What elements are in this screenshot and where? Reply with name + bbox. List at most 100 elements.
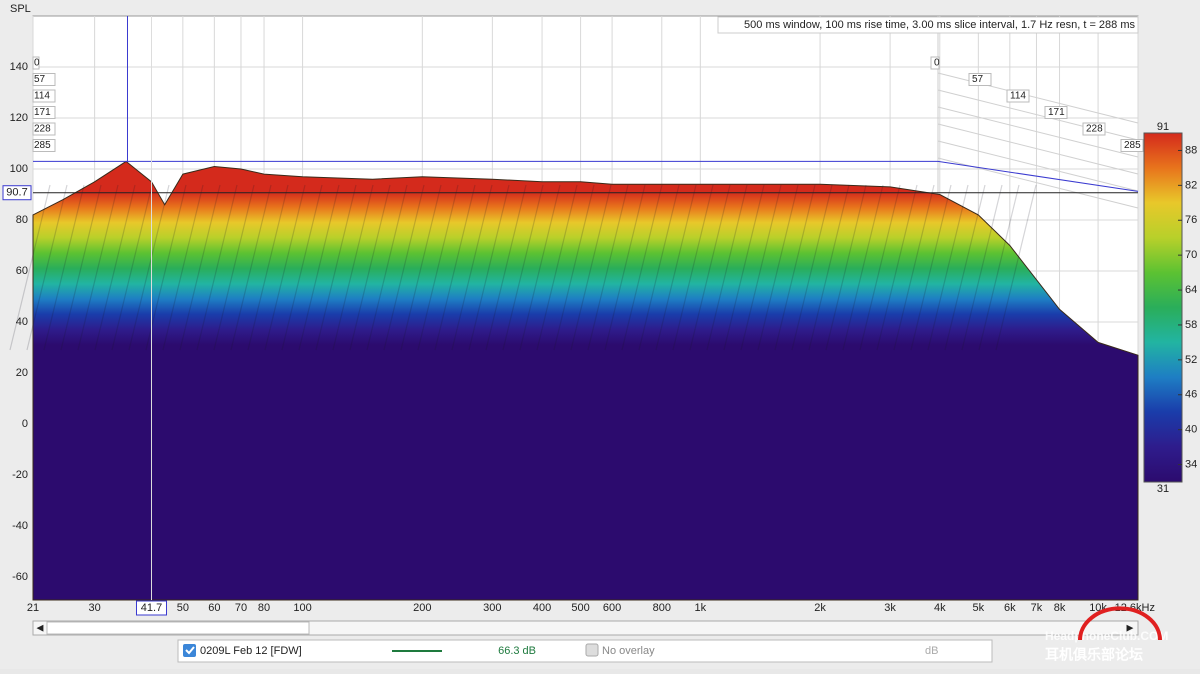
x-tick-label: 8k — [1054, 602, 1066, 614]
ridge-hatch — [349, 184, 391, 351]
x-tick-label: 4k — [934, 602, 946, 614]
scroll-thumb[interactable] — [46, 621, 310, 635]
y-tick-label: 120 — [10, 112, 28, 124]
scroll-right[interactable]: ▶ — [1127, 622, 1134, 632]
watermark-site: HeadphoneClub.COM — [1045, 629, 1168, 643]
y-tick-label: -60 — [12, 571, 28, 583]
x-tick-label: 3k — [884, 602, 896, 614]
x-tick-label: 7k — [1031, 602, 1043, 614]
slice-label: 57 — [34, 74, 46, 85]
slice-label: 0 — [934, 58, 940, 69]
x-tick-label: 6k — [1004, 602, 1016, 614]
x-tick-label: 80 — [258, 602, 270, 614]
scroll-left[interactable]: ◀ — [37, 622, 44, 632]
slice-box — [1006, 89, 1030, 103]
ridge-hatch — [383, 184, 425, 351]
ridge-hatch — [179, 184, 221, 351]
x-tick-label: 5k — [973, 602, 985, 614]
ridge-hatch — [927, 184, 969, 351]
x-tick-label: 300 — [483, 602, 501, 614]
ridge-hatch — [672, 184, 714, 351]
x-tick-label: 2k — [814, 602, 826, 614]
ridge-hatch — [961, 184, 1003, 351]
x-tick-label: 21 — [27, 602, 39, 614]
slice-box — [1044, 106, 1068, 119]
ridge-hatch — [315, 184, 357, 351]
watermark-forum: 耳机俱乐部论坛 — [1045, 647, 1143, 663]
slice-box — [32, 106, 56, 119]
overlay-label: No overlay — [602, 645, 655, 657]
ridge-hatch — [434, 184, 476, 351]
y-tick-label: 80 — [16, 214, 28, 226]
ridge-hatch — [757, 184, 799, 351]
x-tick-label: 500 — [571, 602, 589, 614]
ridge-hatch — [77, 184, 119, 351]
y-axis-label: SPL — [10, 3, 31, 15]
ridge-hatch — [570, 184, 612, 351]
perspective-line — [937, 106, 1139, 158]
ridge-hatch — [944, 184, 986, 351]
ridge-hatch — [213, 184, 255, 351]
info-text: 500 ms window, 100 ms rise time, 3.00 ms… — [744, 19, 1135, 31]
colorbar-tick-label: 82 — [1185, 179, 1197, 191]
ridge-hatch — [128, 184, 170, 351]
ridge-hatch — [553, 184, 595, 351]
colorbar-tick-label: 46 — [1185, 389, 1197, 401]
cursor-x-box — [135, 600, 167, 616]
slice-label: 114 — [1010, 91, 1026, 102]
ridge-hatch — [247, 184, 289, 351]
overlay-checkbox[interactable] — [585, 643, 599, 657]
colorbar-min: 31 — [1157, 483, 1169, 495]
ridge-hatch — [145, 184, 187, 351]
colorbar-tick-label: 52 — [1185, 354, 1197, 366]
x-tick-label: 600 — [603, 602, 621, 614]
slice-box — [32, 56, 40, 70]
ridge-hatch — [893, 184, 935, 351]
slice-label: 57 — [972, 74, 984, 85]
slice-label: 114 — [34, 91, 50, 102]
ridge-hatch — [706, 184, 748, 351]
ridge-hatch — [94, 184, 136, 351]
x-tick-label: 100 — [293, 602, 311, 614]
slice-label: 171 — [1048, 107, 1065, 118]
y-tick-label: -40 — [12, 520, 28, 532]
ridge-hatch — [723, 184, 765, 351]
colorbar-max: 91 — [1157, 121, 1169, 133]
ridge-hatch — [281, 184, 323, 351]
colorbar-tick-label: 88 — [1185, 144, 1197, 156]
ridge-hatch — [451, 184, 493, 351]
y-tick-label: 0 — [22, 418, 28, 430]
x-tick-label: 30 — [88, 602, 100, 614]
ridge-hatch — [740, 184, 782, 351]
colorbar-tick-label: 58 — [1185, 319, 1197, 331]
ridge-hatch — [485, 184, 527, 351]
legend-unit: dB — [925, 645, 938, 657]
ridge-hatch — [842, 184, 884, 351]
ridge-hatch — [298, 184, 340, 351]
ridge-hatch — [230, 184, 272, 351]
slice-label: 285 — [34, 140, 51, 151]
ridge-hatch — [587, 184, 629, 351]
legend-name: 0209L Feb 12 [FDW] — [200, 645, 302, 657]
legend-checkbox[interactable] — [183, 644, 196, 657]
x-tick-label: 800 — [653, 602, 671, 614]
ridge-hatch — [808, 184, 850, 351]
slice-box — [32, 89, 56, 103]
colorbar-tick-label: 70 — [1185, 249, 1197, 261]
slice-label: 0 — [34, 58, 40, 69]
ridge-hatch — [9, 184, 51, 351]
surface-layer — [9, 160, 1139, 601]
slice-box — [32, 139, 56, 152]
colorbar-tick-label: 64 — [1185, 284, 1197, 296]
slice-box — [930, 56, 940, 70]
colorbar-tick-label: 34 — [1185, 458, 1197, 470]
ridge-hatch — [604, 184, 646, 351]
ridge-hatch — [502, 184, 544, 351]
slice-box — [968, 73, 992, 86]
back-plane-line — [33, 160, 1139, 192]
x-tick-label: 70 — [235, 602, 247, 614]
ridge-hatch — [332, 184, 374, 351]
ridge-hatch — [26, 184, 68, 351]
ridge-hatch — [468, 184, 510, 351]
